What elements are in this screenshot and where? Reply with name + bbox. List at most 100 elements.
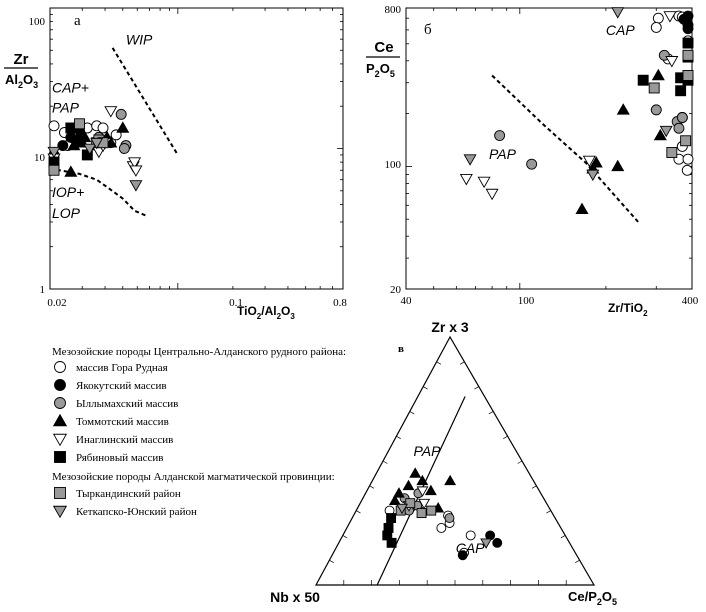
legend-marker-ryabin bbox=[54, 451, 66, 463]
panel-a-field-labels: WIP CAP+ PAP IOP+ LOP bbox=[52, 31, 153, 221]
legend-items: массив Гора Рудная Якокутский массив Ыллым… bbox=[52, 361, 197, 519]
panel-a-ticks bbox=[49, 7, 344, 290]
point-yllym bbox=[118, 143, 130, 154]
point-tommot bbox=[653, 128, 667, 141]
legend-label-ryabin: Рябиновый массив bbox=[76, 452, 163, 464]
point-gora bbox=[48, 120, 60, 132]
panel-b-boundaries bbox=[491, 74, 640, 223]
panel-a-xtick-1: 0.1 bbox=[229, 297, 243, 309]
point-tommot bbox=[589, 156, 603, 168]
point-tyrkand bbox=[682, 70, 694, 81]
panel-b-label: б bbox=[424, 22, 432, 38]
panel-a-xtick-0: 0.02 bbox=[47, 297, 66, 309]
point-ketkap bbox=[463, 154, 477, 166]
point-yllym bbox=[115, 108, 127, 120]
field-label-lop: LOP bbox=[52, 205, 81, 221]
ternary-point-yllym bbox=[444, 513, 455, 523]
panel-b-ylabel-num: Ce bbox=[374, 39, 393, 56]
field-label-pap: PAP bbox=[489, 146, 517, 162]
panel-b-frame bbox=[405, 7, 693, 290]
ternary-tick-left bbox=[436, 361, 442, 365]
point-inagli bbox=[129, 165, 143, 177]
point-tyrkand bbox=[682, 49, 694, 61]
point-yllym bbox=[673, 122, 685, 134]
point-ketkap bbox=[586, 169, 600, 182]
ternary-apex-right: Ce/P2O5 bbox=[568, 589, 617, 607]
point-tyrkand bbox=[680, 135, 692, 147]
panel-a-boundaries bbox=[49, 47, 179, 218]
point-gora bbox=[97, 122, 109, 134]
ternary-point-ketkap bbox=[480, 538, 493, 549]
panel-a-ylabel-num: Zr bbox=[14, 51, 29, 68]
ternary-tick-right bbox=[474, 386, 479, 390]
point-ketkap bbox=[611, 7, 625, 19]
legend-marker-gora bbox=[54, 361, 66, 373]
panel-a-xlabel-sub3: 3 bbox=[290, 312, 295, 321]
point-ketkap bbox=[83, 143, 97, 156]
point-ketkap bbox=[659, 125, 673, 138]
point-yakok bbox=[682, 10, 694, 22]
legend-marker-ketkap bbox=[52, 505, 68, 519]
panel-c-ticks bbox=[329, 361, 580, 585]
panel-a-xlabel-main: TiO bbox=[237, 304, 257, 318]
legend-label-tommot: Томмотский массив bbox=[76, 416, 169, 428]
point-ryabin bbox=[675, 85, 687, 97]
point-yllym bbox=[650, 104, 662, 116]
ternary-point-tommot bbox=[409, 467, 422, 478]
panel-b-xlabel-main: Zr/TiO bbox=[608, 301, 643, 315]
ternary-tick-right bbox=[575, 559, 580, 564]
point-inagli bbox=[459, 174, 473, 186]
ternary-tick-left bbox=[382, 460, 388, 464]
ternary-tick-right bbox=[459, 361, 465, 365]
point-tyrkand bbox=[48, 164, 60, 176]
ternary-point-gora bbox=[465, 530, 476, 541]
panel-b-ytick-800: 800 bbox=[385, 4, 402, 16]
ternary-apex-right-main: Ce/P bbox=[568, 589, 597, 604]
point-inagli bbox=[104, 106, 118, 118]
ternary-point-yakok bbox=[492, 537, 503, 548]
panel-a-ylabel-den-sub1: 2 bbox=[18, 80, 23, 90]
panel-a-xlabel-sub1: 2 bbox=[257, 312, 262, 321]
panel-b-ylabel-den-main: P bbox=[366, 61, 375, 76]
legend-header-central-aldan: Мезозойские породы Центрально-Алданского… bbox=[52, 346, 346, 358]
ternary-tick-left bbox=[409, 411, 415, 415]
ternary-point-yakok bbox=[457, 550, 468, 561]
point-tommot bbox=[116, 121, 130, 133]
panel-a-ytick-100: 100 bbox=[29, 16, 46, 28]
ternary-point-tommot bbox=[392, 487, 405, 498]
point-tommot bbox=[611, 159, 625, 172]
point-tyrkand bbox=[666, 147, 678, 158]
point-inagli bbox=[663, 11, 677, 23]
point-yakok bbox=[57, 140, 69, 151]
ternary-field-label-cap: CAP bbox=[456, 540, 485, 556]
panel-a-ylabel-den-sub2: 3 bbox=[33, 80, 38, 90]
ternary-tick-right bbox=[560, 535, 566, 539]
point-ketkap bbox=[47, 146, 61, 159]
point-inagli bbox=[582, 155, 596, 168]
legend-marker-yakok bbox=[54, 379, 66, 391]
field-label-iop: IOP+ bbox=[52, 184, 84, 200]
ternary-tick-right bbox=[546, 510, 551, 514]
point-ryabin bbox=[71, 134, 83, 146]
point-tommot bbox=[616, 103, 630, 115]
legend: Мезозойские породы Центрально-Алданского… bbox=[52, 346, 346, 519]
point-gora bbox=[682, 153, 694, 165]
panel-b-ylabel-den-mid: O bbox=[380, 61, 390, 76]
panel-a-xlabel-tail: O bbox=[281, 304, 290, 318]
ternary-tick-left bbox=[423, 386, 428, 390]
field-label-pap: PAP bbox=[52, 100, 80, 116]
panel-b-ylabel-den-sub2: 5 bbox=[390, 69, 395, 79]
point-yllym bbox=[526, 158, 538, 170]
point-ketkap bbox=[90, 137, 104, 150]
panel-b-points bbox=[459, 7, 694, 214]
legend-marker-inagli bbox=[52, 433, 68, 447]
ternary-point-inagli bbox=[418, 498, 431, 510]
panel-a-ytick-1: 1 bbox=[40, 284, 46, 296]
ternary-point-tommot bbox=[424, 484, 437, 496]
field-boundary-0 bbox=[491, 74, 640, 223]
panel-a: WIP CAP+ PAP IOP+ LOP а 1 10 100 0.02 0.1 0.… bbox=[4, 7, 347, 321]
panel-a-xlabel-slash: /Al bbox=[261, 304, 276, 318]
legend-marker-tyrkand bbox=[54, 487, 66, 499]
ternary-tick-right bbox=[503, 435, 508, 440]
